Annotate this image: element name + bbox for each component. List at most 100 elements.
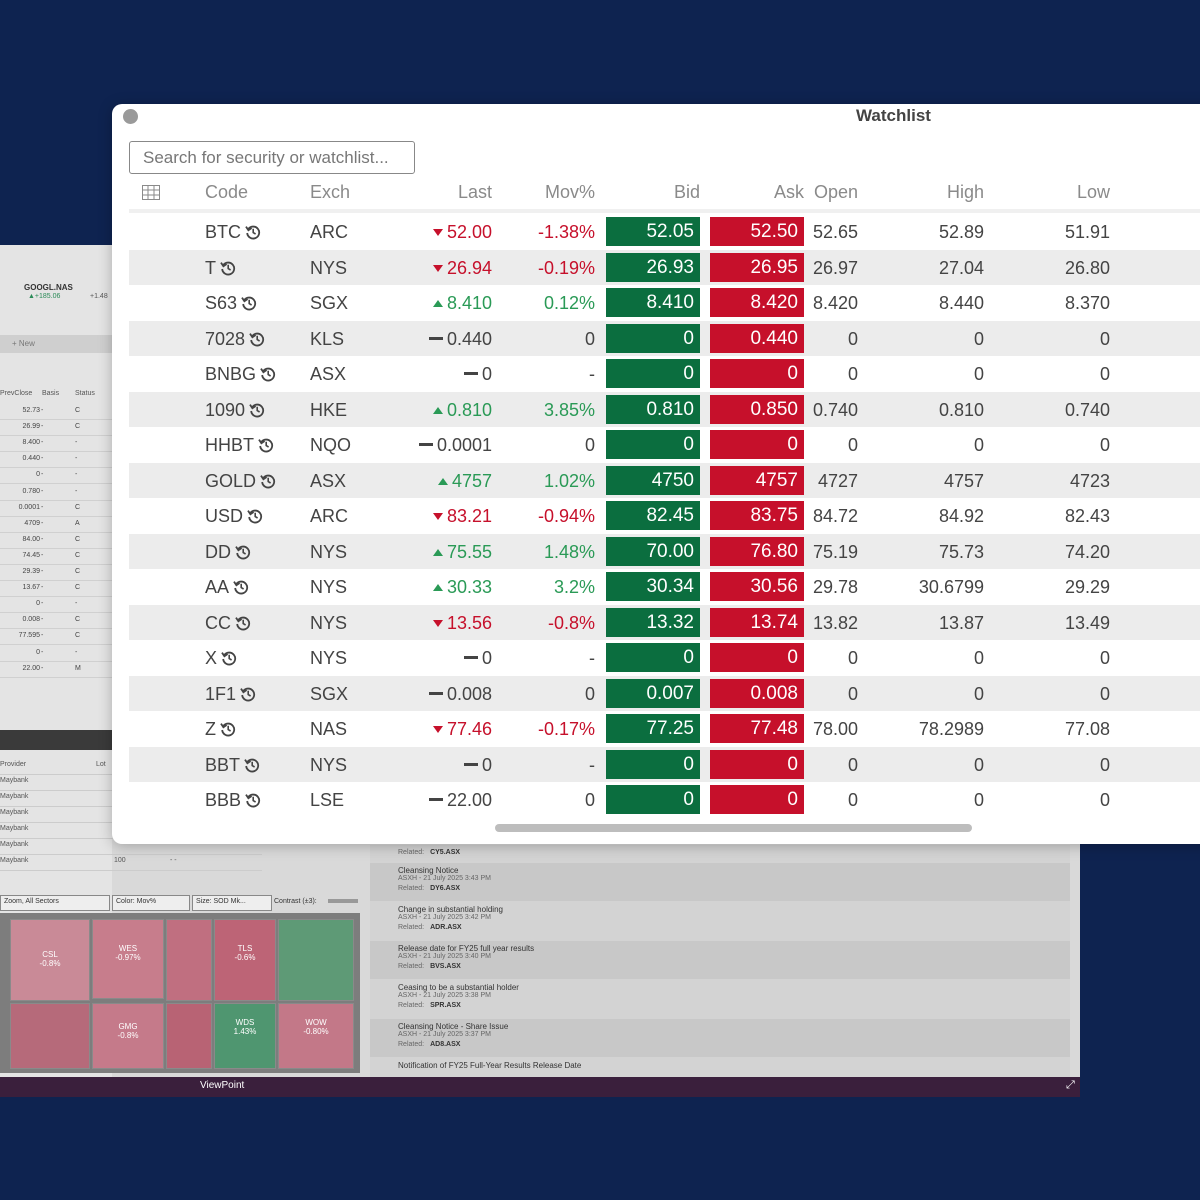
watchlist-row[interactable]: 1090 HKE 0.810 3.85% 0.810 0.850 0.740 0.810 0.7… [129,391,1200,427]
row-ask[interactable]: 0 [710,749,804,779]
row-ask[interactable]: 0 [710,643,804,672]
heatmap-tile[interactable]: WES -0.97% [92,919,164,999]
heatmap-tile[interactable]: WOW -0.80% [278,1003,354,1069]
related-symbol[interactable]: BVS.ASX [430,963,461,970]
background-table-row[interactable]: 8.400- - [0,435,112,453]
row-ask[interactable]: 0.440 [710,323,804,353]
header-last[interactable]: Last [457,182,492,202]
row-ask[interactable]: 52.50 [710,217,804,246]
history-icon[interactable] [233,579,249,595]
header-bid[interactable]: Bid [673,182,700,202]
watchlist-row[interactable]: BTC ARC 52.00 -1.38% 52.05 52.50 52.65 52.89 51.… [129,214,1200,250]
row-bid[interactable]: 0 [606,430,700,459]
history-icon[interactable] [220,721,236,737]
news-headline[interactable]: Cleansing Notice [398,866,459,875]
watchlist-row[interactable]: GOLD ASX 4757 1.02% 4750 4757 4727 4757 4723 [129,462,1200,498]
news-item[interactable]: Cleansing Notice - Share Issue ASXH - 21 … [370,1019,1070,1057]
header-high[interactable]: High [946,182,984,202]
row-ask[interactable]: 13.74 [710,607,804,637]
background-table-row[interactable]: 84.00- C [0,532,112,549]
background-table-row[interactable]: 77.595- C [0,628,112,646]
column-settings-icon[interactable] [142,185,160,200]
row-ask[interactable]: 0 [710,359,804,388]
row-bid[interactable]: 70.00 [606,536,700,566]
row-ask[interactable]: 30.56 [710,572,804,601]
background-table-row[interactable]: 52.73- C [0,403,112,420]
history-icon[interactable] [240,686,256,702]
history-icon[interactable] [260,366,276,382]
history-icon[interactable] [258,437,274,453]
watchlist-row[interactable]: Z NAS 77.46 -0.17% 77.25 77.48 78.00 78.2989 77.… [129,711,1200,747]
row-bid[interactable]: 0 [606,785,700,814]
row-bid[interactable]: 26.93 [606,252,700,282]
row-code[interactable]: T [205,258,236,279]
close-button[interactable] [123,109,138,124]
header-ask[interactable]: Ask [773,182,804,202]
related-symbol[interactable]: DY6.ASX [430,885,461,892]
background-table-row[interactable]: 0-- [0,596,112,614]
news-item[interactable]: Cleansing Notice ASXH - 21 July 2025 3:43… [370,863,1070,901]
watchlist-row[interactable]: S63 SGX 8.410 0.12% 8.410 8.420 8.420 8.440 8.37… [129,285,1200,321]
news-item[interactable]: Change in substantial holding ASXH - 21 J… [370,902,1070,940]
provider-row[interactable]: Maybank 100 - - [0,854,262,871]
news-item[interactable]: Ceasing to be a substantial holder ASXH -… [370,980,1070,1018]
heatmap-tile[interactable]: GMG -0.8% [92,1003,164,1069]
header-exch[interactable]: Exch [310,182,351,202]
watchlist-row[interactable]: T NYS 26.94 -0.19% 26.93 26.95 26.97 27.04 26.80 [129,249,1200,285]
row-code[interactable]: AA [205,577,249,598]
background-table-row[interactable]: 74.45- C [0,548,112,565]
row-code[interactable]: 1090 [205,400,265,421]
watchlist-row[interactable]: HHBT NQO 0.0001 0 0 0 0 0 0 [129,427,1200,463]
row-bid[interactable]: 0 [606,359,700,388]
header-code[interactable]: Code [205,182,249,202]
row-bid[interactable]: 0 [606,643,700,672]
row-code[interactable]: BNBG [205,364,276,385]
watchlist-row[interactable]: USD ARC 83.21 -0.94% 82.45 83.75 84.72 84.92 82.… [129,498,1200,534]
row-code[interactable]: USD [205,506,263,527]
news-headline[interactable]: Release date for FY25 full year results [398,944,535,953]
row-bid[interactable]: 0 [606,749,700,779]
heatmap-tile[interactable] [278,919,354,1001]
horizontal-scrollbar[interactable] [495,824,972,832]
history-icon[interactable] [245,224,261,240]
row-ask[interactable]: 0.008 [710,678,804,708]
row-code[interactable]: BBB [205,790,261,811]
row-code[interactable]: DD [205,542,251,563]
row-bid[interactable]: 8.410 [606,288,700,317]
watchlist-row[interactable]: X NYS 0-0 0 0 0 0 [129,640,1200,676]
background-table-row[interactable]: 0.0001- C [0,500,112,517]
background-table-row[interactable]: 26.99- C [0,419,112,437]
watchlist-row[interactable]: 7028 KLS 0.440 0 0 0.440 0 0 0 [129,320,1200,356]
news-headline[interactable]: Notification of FY25 Full-Year Results R… [398,1061,582,1070]
news-item[interactable]: Notification of FY25 Full-Year Results R… [370,1058,1070,1096]
background-table-row[interactable]: 0.440- - [0,451,112,469]
history-icon[interactable] [260,473,276,489]
news-item[interactable]: Release date for FY25 full year results A… [370,941,1070,979]
background-table-row[interactable]: 4709- A [0,516,112,533]
row-code[interactable]: GOLD [205,471,276,492]
heatmap-tile[interactable] [166,1003,212,1069]
background-table-row[interactable]: 0.008- C [0,612,112,630]
history-icon[interactable] [235,544,251,560]
history-icon[interactable] [249,331,265,347]
row-bid[interactable]: 30.34 [606,572,700,601]
watchlist-row[interactable]: 1F1 SGX 0.008 0 0.007 0.008 0 0 0 [129,675,1200,711]
row-code[interactable]: S63 [205,293,257,314]
row-code[interactable]: BBT [205,755,260,776]
row-bid[interactable]: 52.05 [606,217,700,246]
row-ask[interactable]: 76.80 [710,536,804,566]
row-code[interactable]: 7028 [205,329,265,350]
watchlist-row[interactable]: AA NYS 30.33 3.2% 30.34 30.56 29.78 30.6799 29.2… [129,569,1200,605]
row-code[interactable]: X [205,648,237,669]
heatmap-tile[interactable] [166,919,212,1001]
header-low[interactable]: Low [1076,182,1110,202]
watchlist-row[interactable]: CC NYS 13.56 -0.8% 13.32 13.74 13.82 13.87 13.49 [129,604,1200,640]
row-bid[interactable]: 13.32 [606,607,700,637]
header-open[interactable]: Open [813,182,858,202]
expand-icon[interactable]: ⤢ [1066,1079,1075,1091]
history-icon[interactable] [235,615,251,631]
history-icon[interactable] [247,508,263,524]
history-icon[interactable] [220,260,236,276]
row-code[interactable]: 1F1 [205,684,256,705]
watchlist-row[interactable]: DD NYS 75.55 1.48% 70.00 76.80 75.19 75.73 74.20 [129,533,1200,569]
